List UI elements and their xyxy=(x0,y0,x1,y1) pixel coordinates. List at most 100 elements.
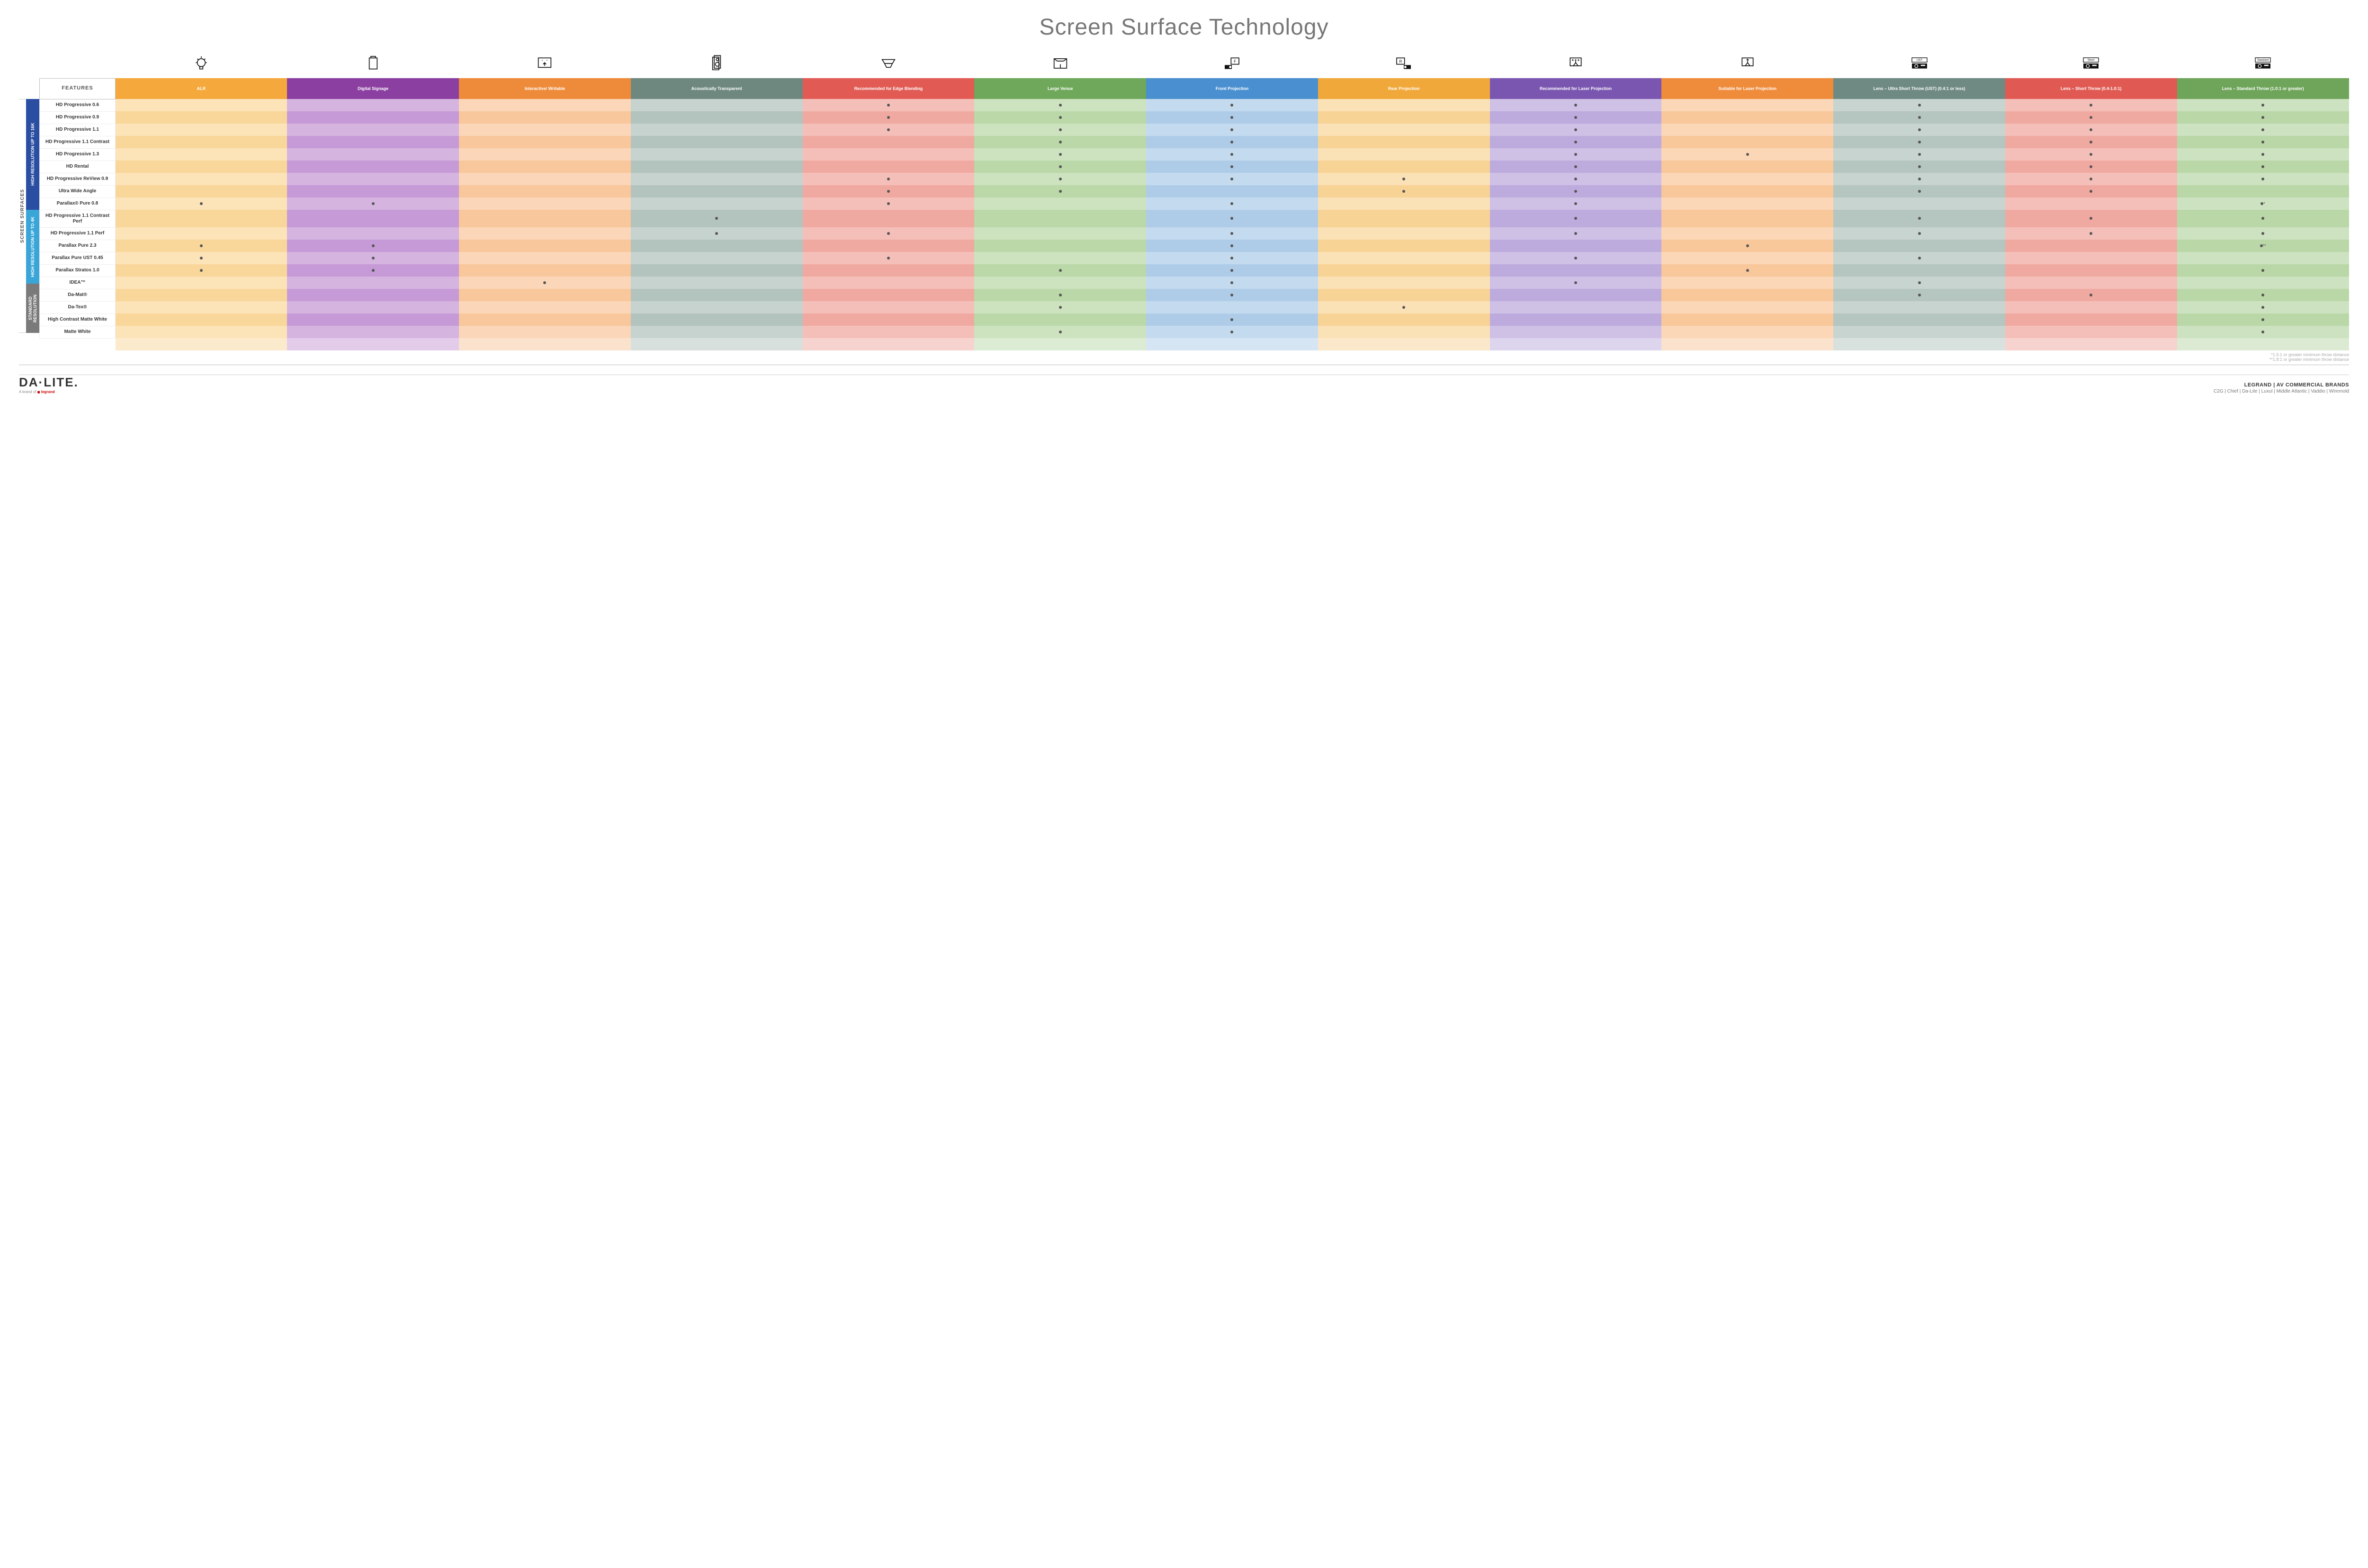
col-icon-alr xyxy=(116,50,287,78)
cell-short xyxy=(2005,326,2177,338)
cell-short xyxy=(2005,301,2177,314)
cell-rear xyxy=(1318,136,1490,148)
cell-std xyxy=(2177,301,2349,314)
cell-suitlaser xyxy=(1661,240,1833,252)
cell-alr xyxy=(116,136,287,148)
row-label: Ultra Wide Angle xyxy=(40,185,116,197)
footnote: **1.8:1 or greater minimum throw distanc… xyxy=(19,357,2349,362)
cell-std xyxy=(2177,173,2349,185)
cell-front xyxy=(1146,277,1318,289)
svg-text:R: R xyxy=(1399,59,1402,63)
cell-suitlaser xyxy=(1661,99,1833,111)
cell-short xyxy=(2005,124,2177,136)
cell-edge xyxy=(803,289,975,301)
col-icon-ust: UST xyxy=(1833,50,2005,78)
cell-front xyxy=(1146,289,1318,301)
cell-interactive xyxy=(459,210,631,227)
cell-rear xyxy=(1318,240,1490,252)
cell-ust xyxy=(1833,314,2005,326)
row-label: Da-Mat® xyxy=(40,289,116,301)
cell-front xyxy=(1146,252,1318,264)
col-header-edge: Recommended for Edge Blending xyxy=(803,78,975,99)
cell-suitlaser xyxy=(1661,173,1833,185)
cell-ust xyxy=(1833,173,2005,185)
cell-edge xyxy=(803,161,975,173)
col-icon-reclaser: ★★★ xyxy=(1490,50,1662,78)
cell-interactive xyxy=(459,197,631,210)
cell-rear xyxy=(1318,124,1490,136)
footnote: *1.5:1 or greater minimum throw distance xyxy=(19,352,2349,357)
svg-text:UST: UST xyxy=(1917,59,1922,62)
logo-block: DA·LITE. A brand of ◼ legrand xyxy=(19,375,79,394)
cell-acoustic xyxy=(631,136,803,148)
cell-large xyxy=(974,240,1146,252)
cell-ust xyxy=(1833,197,2005,210)
col-icon-front: F xyxy=(1146,50,1318,78)
cell-alr xyxy=(116,185,287,197)
svg-text:Standard: Standard xyxy=(2257,59,2269,62)
cell-interactive xyxy=(459,227,631,240)
cell-rear xyxy=(1318,326,1490,338)
cell-front xyxy=(1146,185,1318,197)
cell-alr xyxy=(116,124,287,136)
cell-short xyxy=(2005,136,2177,148)
cell-alr xyxy=(116,173,287,185)
cell-short xyxy=(2005,227,2177,240)
col-header-interactive: Interactive/ Writable xyxy=(459,78,631,99)
cell-front xyxy=(1146,227,1318,240)
cell-signage xyxy=(287,210,459,227)
cell-short xyxy=(2005,185,2177,197)
cell-reclaser xyxy=(1490,301,1662,314)
cell-edge xyxy=(803,210,975,227)
cell-interactive xyxy=(459,326,631,338)
cell-short xyxy=(2005,277,2177,289)
cell-interactive xyxy=(459,99,631,111)
cell-suitlaser xyxy=(1661,185,1833,197)
cell-reclaser xyxy=(1490,314,1662,326)
cell-reclaser xyxy=(1490,124,1662,136)
cell-rear xyxy=(1318,210,1490,227)
cell-std: * xyxy=(2177,197,2349,210)
cell-alr xyxy=(116,289,287,301)
col-header-ust: Lens – Ultra Short Throw (UST) (0.4:1 or… xyxy=(1833,78,2005,99)
cell-signage xyxy=(287,252,459,264)
cell-reclaser xyxy=(1490,210,1662,227)
cell-front xyxy=(1146,173,1318,185)
cell-edge xyxy=(803,301,975,314)
cell-interactive xyxy=(459,301,631,314)
svg-text:F: F xyxy=(1234,59,1237,63)
cell-acoustic xyxy=(631,326,803,338)
row-label: HD Progressive ReView 0.9 xyxy=(40,173,116,185)
cell-rear xyxy=(1318,277,1490,289)
cell-large xyxy=(974,264,1146,277)
cell-acoustic xyxy=(631,197,803,210)
cell-suitlaser xyxy=(1661,210,1833,227)
cell-ust xyxy=(1833,301,2005,314)
cell-signage xyxy=(287,264,459,277)
cell-rear xyxy=(1318,99,1490,111)
row-label: Da-Tex® xyxy=(40,301,116,314)
cell-reclaser xyxy=(1490,252,1662,264)
cell-reclaser xyxy=(1490,185,1662,197)
cell-front xyxy=(1146,161,1318,173)
cell-acoustic xyxy=(631,240,803,252)
cell-acoustic xyxy=(631,185,803,197)
cell-suitlaser xyxy=(1661,124,1833,136)
cell-ust xyxy=(1833,326,2005,338)
cell-interactive xyxy=(459,264,631,277)
cell-short xyxy=(2005,289,2177,301)
cell-signage xyxy=(287,326,459,338)
col-icon-signage xyxy=(287,50,459,78)
row-label: Parallax Pure 2.3 xyxy=(40,240,116,252)
col-icon-short: Short xyxy=(2005,50,2177,78)
cell-acoustic xyxy=(631,314,803,326)
cell-signage xyxy=(287,314,459,326)
cell-interactive xyxy=(459,111,631,124)
cell-signage xyxy=(287,185,459,197)
cell-large xyxy=(974,252,1146,264)
cell-front xyxy=(1146,301,1318,314)
cell-reclaser xyxy=(1490,289,1662,301)
cell-edge xyxy=(803,136,975,148)
cell-acoustic xyxy=(631,301,803,314)
cell-signage xyxy=(287,289,459,301)
